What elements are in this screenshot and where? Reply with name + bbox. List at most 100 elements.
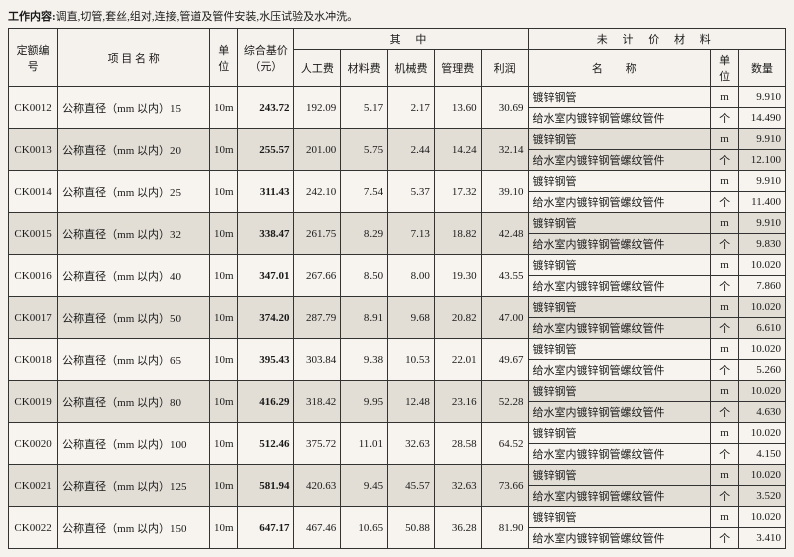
cell-name: 公称直径（mm 以内）65 — [58, 339, 210, 381]
cell-code: CK0016 — [9, 255, 58, 297]
cell-price: 395.43 — [238, 339, 294, 381]
cell-price: 416.29 — [238, 381, 294, 423]
cell-manage: 19.30 — [434, 255, 481, 297]
hdr-price: 综合基价（元） — [238, 29, 294, 87]
cell-mat-unit: 个 — [711, 150, 739, 171]
cell-material: 8.91 — [341, 297, 388, 339]
table-row: CK0012公称直径（mm 以内）1510m243.72192.095.172.… — [9, 87, 786, 108]
cell-mat-unit: 个 — [711, 444, 739, 465]
work-content-text: 调直,切管,套丝,组对,连接,管道及管件安装,水压试验及水冲洗。 — [56, 11, 359, 23]
cell-mat-name: 给水室内镀锌钢管螺纹管件 — [528, 360, 711, 381]
cell-mat-unit: 个 — [711, 528, 739, 549]
cell-name: 公称直径（mm 以内）80 — [58, 381, 210, 423]
cell-labor: 192.09 — [294, 87, 341, 129]
table-row: CK0016公称直径（mm 以内）4010m347.01267.668.508.… — [9, 255, 786, 276]
cell-mat-qty: 10.020 — [739, 507, 786, 528]
cell-labor: 267.66 — [294, 255, 341, 297]
cell-mat-name: 镀锌钢管 — [528, 297, 711, 318]
cell-mat-qty: 14.490 — [739, 108, 786, 129]
cell-mat-unit: m — [711, 507, 739, 528]
quota-table: 定额编号 项 目 名 称 单位 综合基价（元） 其 中 未 计 价 材 料 人工… — [8, 28, 786, 549]
cell-unit: 10m — [210, 255, 238, 297]
cell-mat-qty: 9.830 — [739, 234, 786, 255]
cell-mat-unit: 个 — [711, 402, 739, 423]
cell-name: 公称直径（mm 以内）125 — [58, 465, 210, 507]
table-header: 定额编号 项 目 名 称 单位 综合基价（元） 其 中 未 计 价 材 料 人工… — [9, 29, 786, 87]
hdr-machine: 机械费 — [388, 50, 435, 87]
cell-mat-name: 给水室内镀锌钢管螺纹管件 — [528, 528, 711, 549]
cell-profit: 42.48 — [481, 213, 528, 255]
cell-price: 338.47 — [238, 213, 294, 255]
cell-manage: 23.16 — [434, 381, 481, 423]
cell-mat-qty: 10.020 — [739, 255, 786, 276]
cell-unit: 10m — [210, 129, 238, 171]
cell-mat-name: 给水室内镀锌钢管螺纹管件 — [528, 192, 711, 213]
cell-unit: 10m — [210, 87, 238, 129]
cell-price: 374.20 — [238, 297, 294, 339]
table-row: CK0020公称直径（mm 以内）10010m512.46375.7211.01… — [9, 423, 786, 444]
cell-unit: 10m — [210, 507, 238, 549]
cell-profit: 32.14 — [481, 129, 528, 171]
cell-mat-qty: 12.100 — [739, 150, 786, 171]
cell-mat-name: 给水室内镀锌钢管螺纹管件 — [528, 486, 711, 507]
hdr-name: 项 目 名 称 — [58, 29, 210, 87]
cell-mat-name: 给水室内镀锌钢管螺纹管件 — [528, 402, 711, 423]
cell-mat-qty: 10.020 — [739, 423, 786, 444]
table-row: CK0015公称直径（mm 以内）3210m338.47261.758.297.… — [9, 213, 786, 234]
cell-labor: 467.46 — [294, 507, 341, 549]
cell-mat-name: 镀锌钢管 — [528, 171, 711, 192]
cell-profit: 43.55 — [481, 255, 528, 297]
table-row: CK0019公称直径（mm 以内）8010m416.29318.429.9512… — [9, 381, 786, 402]
hdr-mat-name: 名 称 — [528, 50, 711, 87]
hdr-manage: 管理费 — [434, 50, 481, 87]
work-content-label: 工作内容: — [8, 11, 56, 23]
cell-name: 公称直径（mm 以内）20 — [58, 129, 210, 171]
cell-mat-unit: m — [711, 381, 739, 402]
cell-code: CK0021 — [9, 465, 58, 507]
cell-price: 347.01 — [238, 255, 294, 297]
cell-mat-unit: m — [711, 213, 739, 234]
cell-mat-qty: 6.610 — [739, 318, 786, 339]
cell-code: CK0019 — [9, 381, 58, 423]
cell-mat-qty: 3.410 — [739, 528, 786, 549]
cell-mat-name: 镀锌钢管 — [528, 507, 711, 528]
cell-mat-unit: m — [711, 465, 739, 486]
cell-machine: 8.00 — [388, 255, 435, 297]
cell-material: 10.65 — [341, 507, 388, 549]
cell-mat-name: 镀锌钢管 — [528, 213, 711, 234]
cell-name: 公称直径（mm 以内）32 — [58, 213, 210, 255]
cell-profit: 64.52 — [481, 423, 528, 465]
cell-material: 8.29 — [341, 213, 388, 255]
cell-code: CK0012 — [9, 87, 58, 129]
cell-code: CK0022 — [9, 507, 58, 549]
cell-unit: 10m — [210, 381, 238, 423]
cell-code: CK0014 — [9, 171, 58, 213]
cell-mat-name: 给水室内镀锌钢管螺纹管件 — [528, 318, 711, 339]
cell-material: 5.17 — [341, 87, 388, 129]
hdr-material: 材料费 — [341, 50, 388, 87]
cell-profit: 49.67 — [481, 339, 528, 381]
hdr-unpriced-group: 未 计 价 材 料 — [528, 29, 785, 50]
cell-mat-unit: 个 — [711, 360, 739, 381]
cell-mat-qty: 10.020 — [739, 339, 786, 360]
cell-code: CK0018 — [9, 339, 58, 381]
cell-machine: 7.13 — [388, 213, 435, 255]
hdr-mid-group: 其 中 — [294, 29, 528, 50]
cell-code: CK0020 — [9, 423, 58, 465]
cell-mat-qty: 4.630 — [739, 402, 786, 423]
cell-mat-unit: m — [711, 423, 739, 444]
cell-machine: 10.53 — [388, 339, 435, 381]
table-row: CK0017公称直径（mm 以内）5010m374.20287.798.919.… — [9, 297, 786, 318]
cell-code: CK0015 — [9, 213, 58, 255]
cell-price: 255.57 — [238, 129, 294, 171]
table-row: CK0014公称直径（mm 以内）2510m311.43242.107.545.… — [9, 171, 786, 192]
cell-mat-qty: 10.020 — [739, 381, 786, 402]
cell-mat-unit: 个 — [711, 234, 739, 255]
hdr-unit: 单位 — [210, 29, 238, 87]
cell-unit: 10m — [210, 339, 238, 381]
cell-profit: 47.00 — [481, 297, 528, 339]
cell-machine: 5.37 — [388, 171, 435, 213]
hdr-profit: 利润 — [481, 50, 528, 87]
cell-manage: 18.82 — [434, 213, 481, 255]
cell-name: 公称直径（mm 以内）150 — [58, 507, 210, 549]
